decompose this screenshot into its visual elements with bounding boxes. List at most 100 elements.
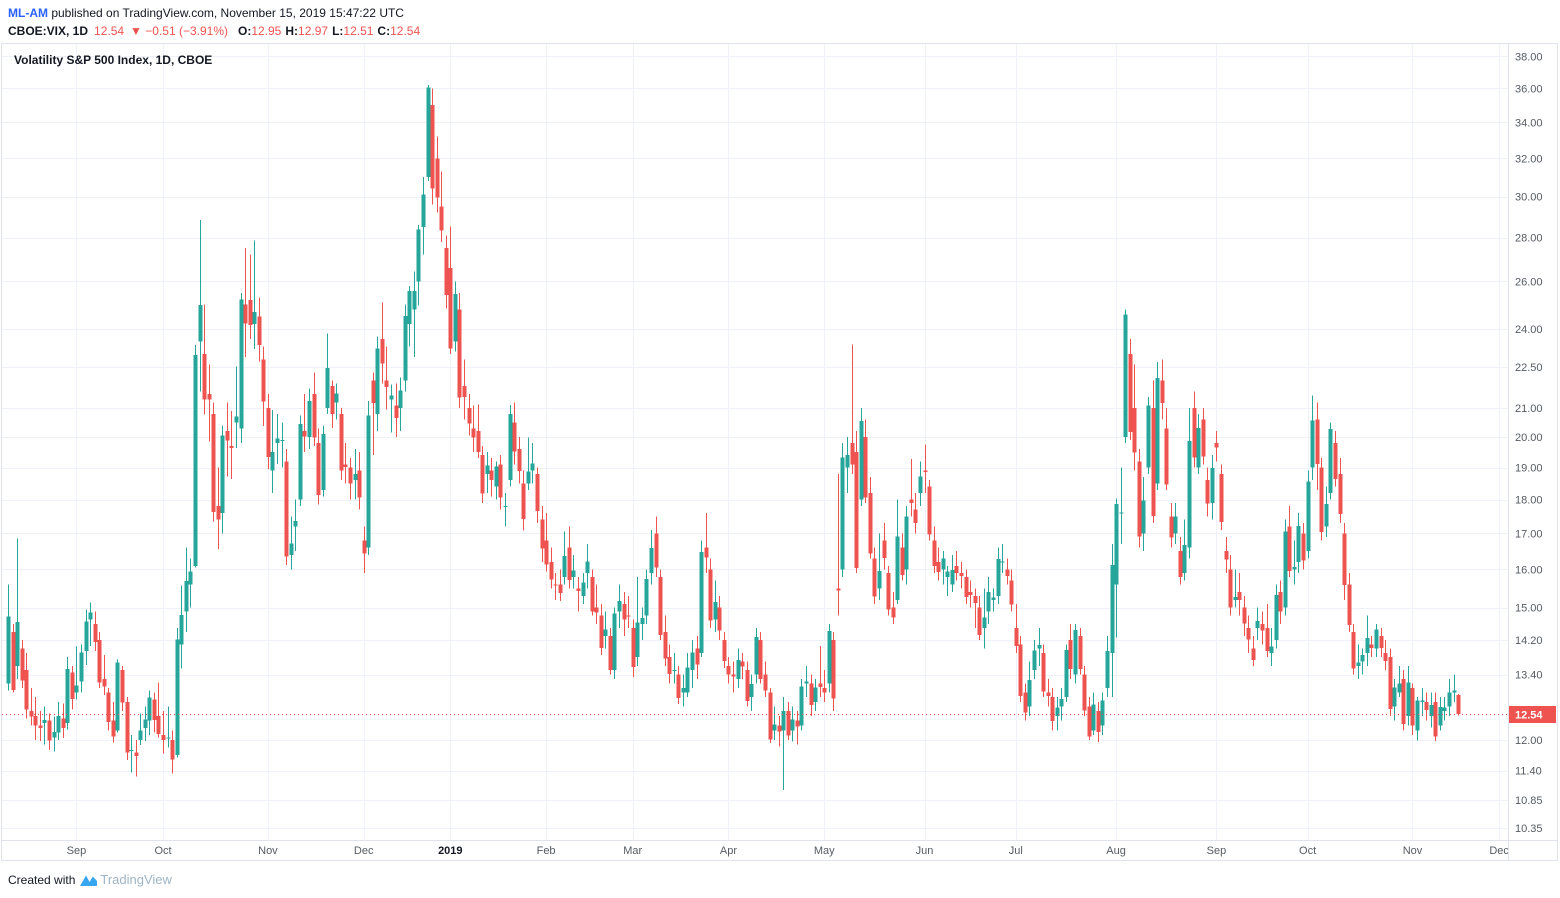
candle-body — [485, 465, 490, 474]
candle-body — [1456, 694, 1461, 714]
candle-body — [827, 631, 832, 684]
x-axis-tick-label: Jun — [916, 845, 934, 857]
candle-body — [1296, 525, 1301, 563]
x-axis-tick-label: Dec — [1489, 845, 1509, 857]
candle-body — [622, 603, 627, 620]
candle-body — [1192, 408, 1197, 458]
candle-body — [156, 715, 161, 735]
y-axis-tick-label: 20.00 — [1515, 432, 1543, 444]
candle-body — [617, 601, 622, 612]
candle-body — [635, 622, 640, 658]
chart-legend[interactable]: Volatility S&P 500 Index, 1D, CBOE — [14, 53, 213, 67]
candle-body — [61, 718, 66, 728]
candle-body — [649, 547, 654, 574]
candle-body — [859, 420, 864, 500]
candle-body — [571, 570, 576, 577]
candle-body — [1087, 706, 1092, 737]
candle-body — [216, 506, 221, 520]
candle-body — [239, 299, 244, 429]
candle-body — [407, 291, 412, 325]
candles-layer[interactable] — [6, 85, 1461, 791]
candle-body — [1415, 700, 1420, 731]
candle-body — [161, 735, 166, 741]
candle-body — [1164, 428, 1169, 485]
candle-body — [676, 674, 681, 699]
candle-body — [608, 636, 613, 670]
candle-body — [576, 588, 581, 591]
candle-body — [439, 206, 444, 231]
candle-body — [799, 686, 804, 726]
candle-body — [1219, 473, 1224, 523]
candle-body — [394, 405, 399, 419]
candle-body — [1018, 644, 1023, 696]
candle-body — [1310, 420, 1315, 468]
candle-body — [594, 607, 599, 613]
candle-body — [722, 640, 727, 662]
x-axis-tick-label: May — [814, 845, 835, 857]
candle-body — [1123, 314, 1128, 438]
candle-body — [654, 533, 659, 568]
candle-body — [330, 385, 335, 414]
candle-body — [302, 431, 307, 437]
candle-body — [818, 683, 823, 688]
candle-body — [1155, 377, 1160, 484]
candle-body — [831, 640, 836, 699]
close-label: C: — [377, 24, 391, 38]
candle-body — [275, 438, 280, 444]
candle-body — [1452, 690, 1457, 693]
candle-body — [932, 540, 937, 567]
author-link[interactable]: ML-AM — [8, 6, 48, 20]
candle-body — [603, 629, 608, 637]
candle-body — [70, 672, 75, 700]
candle-body — [927, 486, 932, 535]
y-axis-tick-label: 34.00 — [1515, 117, 1543, 129]
candle-body — [863, 437, 868, 498]
candle-body — [1246, 627, 1251, 640]
symbol-title: CBOE:VIX, 1D — [8, 24, 89, 38]
price-axis[interactable]: 38.00 36.00 34.00 32.00 30.00 28.00 26.00 24.00… — [1515, 51, 1543, 834]
candle-body — [266, 408, 271, 457]
candle-body — [704, 547, 709, 558]
candle-body — [243, 304, 248, 324]
y-axis-tick-label: 13.40 — [1515, 670, 1543, 682]
candle-body — [1433, 701, 1438, 737]
chart-frame — [1, 43, 1558, 861]
candle-body — [325, 367, 330, 409]
y-axis-tick-label: 14.20 — [1515, 635, 1543, 647]
x-axis-tick-label: Oct — [154, 845, 171, 857]
candle-body — [1442, 707, 1447, 712]
time-axis[interactable]: Sep Oct Nov Dec 2019 Feb Mar Apr May Jun Jul Aug Sep… — [67, 845, 1510, 857]
y-axis-tick-label: 22.50 — [1515, 362, 1543, 374]
candle-body — [1141, 500, 1146, 534]
candle-body — [1306, 481, 1311, 552]
candle-body — [143, 719, 148, 728]
candle-body — [38, 725, 43, 728]
candle-body — [147, 697, 152, 721]
candle-body — [270, 451, 275, 471]
x-axis-tick-label: Nov — [258, 845, 278, 857]
candle-body — [1347, 584, 1352, 625]
candle-body — [1173, 516, 1178, 534]
candle-body — [138, 730, 143, 741]
candle-body — [252, 311, 257, 325]
candle-body — [1214, 443, 1219, 448]
candle-body — [1128, 354, 1133, 433]
candle-body — [1137, 461, 1142, 537]
candle-body — [1301, 533, 1306, 561]
candle-body — [1342, 533, 1347, 586]
header: ML-AM published on TradingView.com, Nove… — [8, 5, 420, 40]
candle-body — [708, 569, 713, 621]
candle-body — [1388, 657, 1393, 709]
candle-body — [416, 229, 421, 282]
candle-body — [1274, 595, 1279, 641]
candle-body — [343, 464, 348, 467]
candle-body — [1447, 692, 1452, 707]
candle-body — [996, 559, 1001, 596]
tradingview-link[interactable]: TradingView — [80, 872, 172, 887]
x-axis-tick-label: Feb — [537, 845, 556, 857]
candle-body — [166, 737, 171, 739]
candle-body — [781, 711, 786, 731]
candle-body — [544, 540, 549, 565]
candle-body — [1374, 629, 1379, 649]
